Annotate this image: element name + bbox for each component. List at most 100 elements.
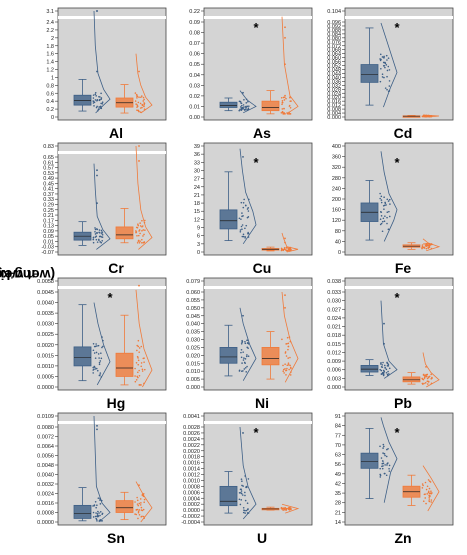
y-tick-label: 0.030 [186,338,200,344]
data-point [284,351,287,353]
group-a [73,163,111,250]
data-point [381,76,384,78]
data-point [385,455,388,458]
data-point [244,499,247,502]
outlier-point [96,424,98,427]
data-point [93,352,96,354]
group-b [115,284,153,388]
data-point [142,229,145,231]
group-b [261,503,300,514]
data-point [387,57,390,59]
data-point [241,224,244,226]
data-point [387,365,390,367]
data-point [386,75,388,78]
data-point [422,484,424,487]
data-point [139,232,141,235]
box [219,101,238,108]
data-point [138,374,141,377]
data-point [142,515,145,518]
data-point [382,374,385,377]
data-point [241,212,243,214]
data-point [138,230,140,232]
data-point [285,247,288,249]
data-point [244,340,246,343]
data-point [289,374,292,376]
data-point [93,365,96,368]
y-tick-label: 56 [335,462,341,468]
data-point [137,359,140,362]
data-point [239,106,242,108]
data-point [381,56,384,58]
data-point [282,113,285,115]
panel-u: -0.0004-0.00020.00000.00020.00040.00060.… [181,412,313,546]
data-point [384,202,387,204]
data-point [247,216,250,218]
data-point [141,515,143,518]
density-curve [239,426,257,520]
data-point [98,99,101,102]
data-point [380,362,382,364]
data-point [287,362,290,364]
group-a [360,417,398,503]
data-point [283,107,285,110]
data-point [96,520,98,522]
data-point [426,493,429,495]
y-tick-label: 0.07 [189,41,200,47]
outlier-point [96,10,98,12]
y-tick-label: 0.0028 [183,425,200,431]
data-point [383,452,386,455]
outlier-point [96,174,98,177]
data-point [240,104,243,107]
data-point [428,500,431,503]
data-point [101,232,103,235]
data-point [143,98,145,101]
data-point [387,363,390,366]
y-tick-label: 28 [335,501,341,507]
data-point [143,498,146,501]
density-curve [239,148,257,245]
data-point [385,64,388,66]
data-point [135,103,137,105]
data-point [100,241,103,244]
data-point [138,502,141,505]
data-point [99,235,101,238]
y-tick-label: 0.080 [327,36,341,42]
data-point [384,66,386,69]
box [115,500,134,513]
data-point [427,491,430,494]
data-point [138,347,141,349]
data-point [137,357,139,359]
data-point [98,363,101,366]
data-point [379,474,382,476]
data-point [93,504,96,506]
y-tick-label: -0.0004 [181,520,200,526]
data-point [287,364,290,366]
data-point [92,97,95,99]
data-point [386,222,388,225]
data-point [387,447,389,450]
box [219,209,238,230]
data-point [381,467,384,470]
data-point [96,228,99,231]
data-point [244,342,247,345]
density-curve [281,232,299,253]
data-point [241,235,244,238]
data-point [388,210,390,213]
panel-as: 0.00 0.01 0.02 0.03 0.04 0.05 0.06 0.07 0.08 0.09… [189,7,313,141]
data-point [138,384,141,386]
data-point [241,228,243,231]
data-point [281,100,284,102]
y-tick-label: 1.6 [46,52,54,58]
density-curve [422,352,440,388]
y-tick-label: 0.17 [43,218,54,224]
data-point [383,208,385,210]
y-tick-label: 39 [194,144,200,150]
y-tick-label: 27 [194,177,200,183]
data-point [387,373,390,375]
data-point [246,208,249,210]
data-point [429,492,431,495]
y-tick-label: 0.015 [186,361,200,367]
group-a [219,307,257,381]
data-point [422,500,425,503]
data-point [423,377,426,379]
